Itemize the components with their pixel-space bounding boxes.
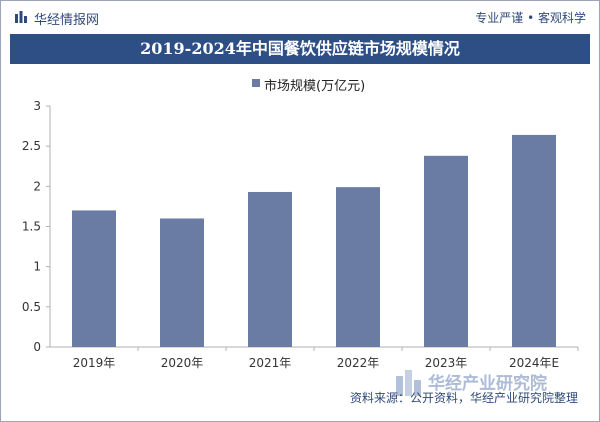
x-tick-label: 2023年 [425,356,468,370]
tagline: 专业严谨 • 客观科学 [475,11,586,25]
bar [336,187,380,347]
watermark-logo-icon [396,370,421,396]
bar [512,134,556,347]
x-tick-label: 2020年 [161,356,204,370]
chart-title: 2019-2024年中国餐饮供应链市场规模情况 [140,39,460,58]
y-tick-label: 0 [33,340,41,354]
x-tick-label: 2022年 [337,356,380,370]
legend-label: 市场规模(万亿元) [264,79,366,94]
brand-name: 华经情报网 [34,13,100,28]
y-tick-label: 1.5 [22,220,41,234]
x-tick-label: 2021年 [249,356,292,370]
y-tick-label: 2 [33,179,41,193]
y-tick-label: 2.5 [22,139,41,153]
x-tick-label: 2024年E [509,356,559,370]
top-bar: 华经情报网 专业严谨 • 客观科学 [0,0,600,30]
y-tick-label: 1 [33,260,41,274]
x-tick-label: 2019年 [73,356,116,370]
title-bar: 2019-2024年中国餐饮供应链市场规模情况 [10,34,590,64]
bar [248,191,292,347]
bar [160,218,204,347]
brand-logo-icon [15,11,27,23]
legend-swatch [252,79,260,87]
y-tick-label: 0.5 [22,300,41,314]
bar [72,210,116,347]
source-note: 资料来源：公开资料，华经产业研究院整理 [349,391,578,405]
watermark-brand: 华经产业研究院 [428,374,547,394]
y-tick-label: 3 [33,99,41,113]
bar [424,155,468,347]
